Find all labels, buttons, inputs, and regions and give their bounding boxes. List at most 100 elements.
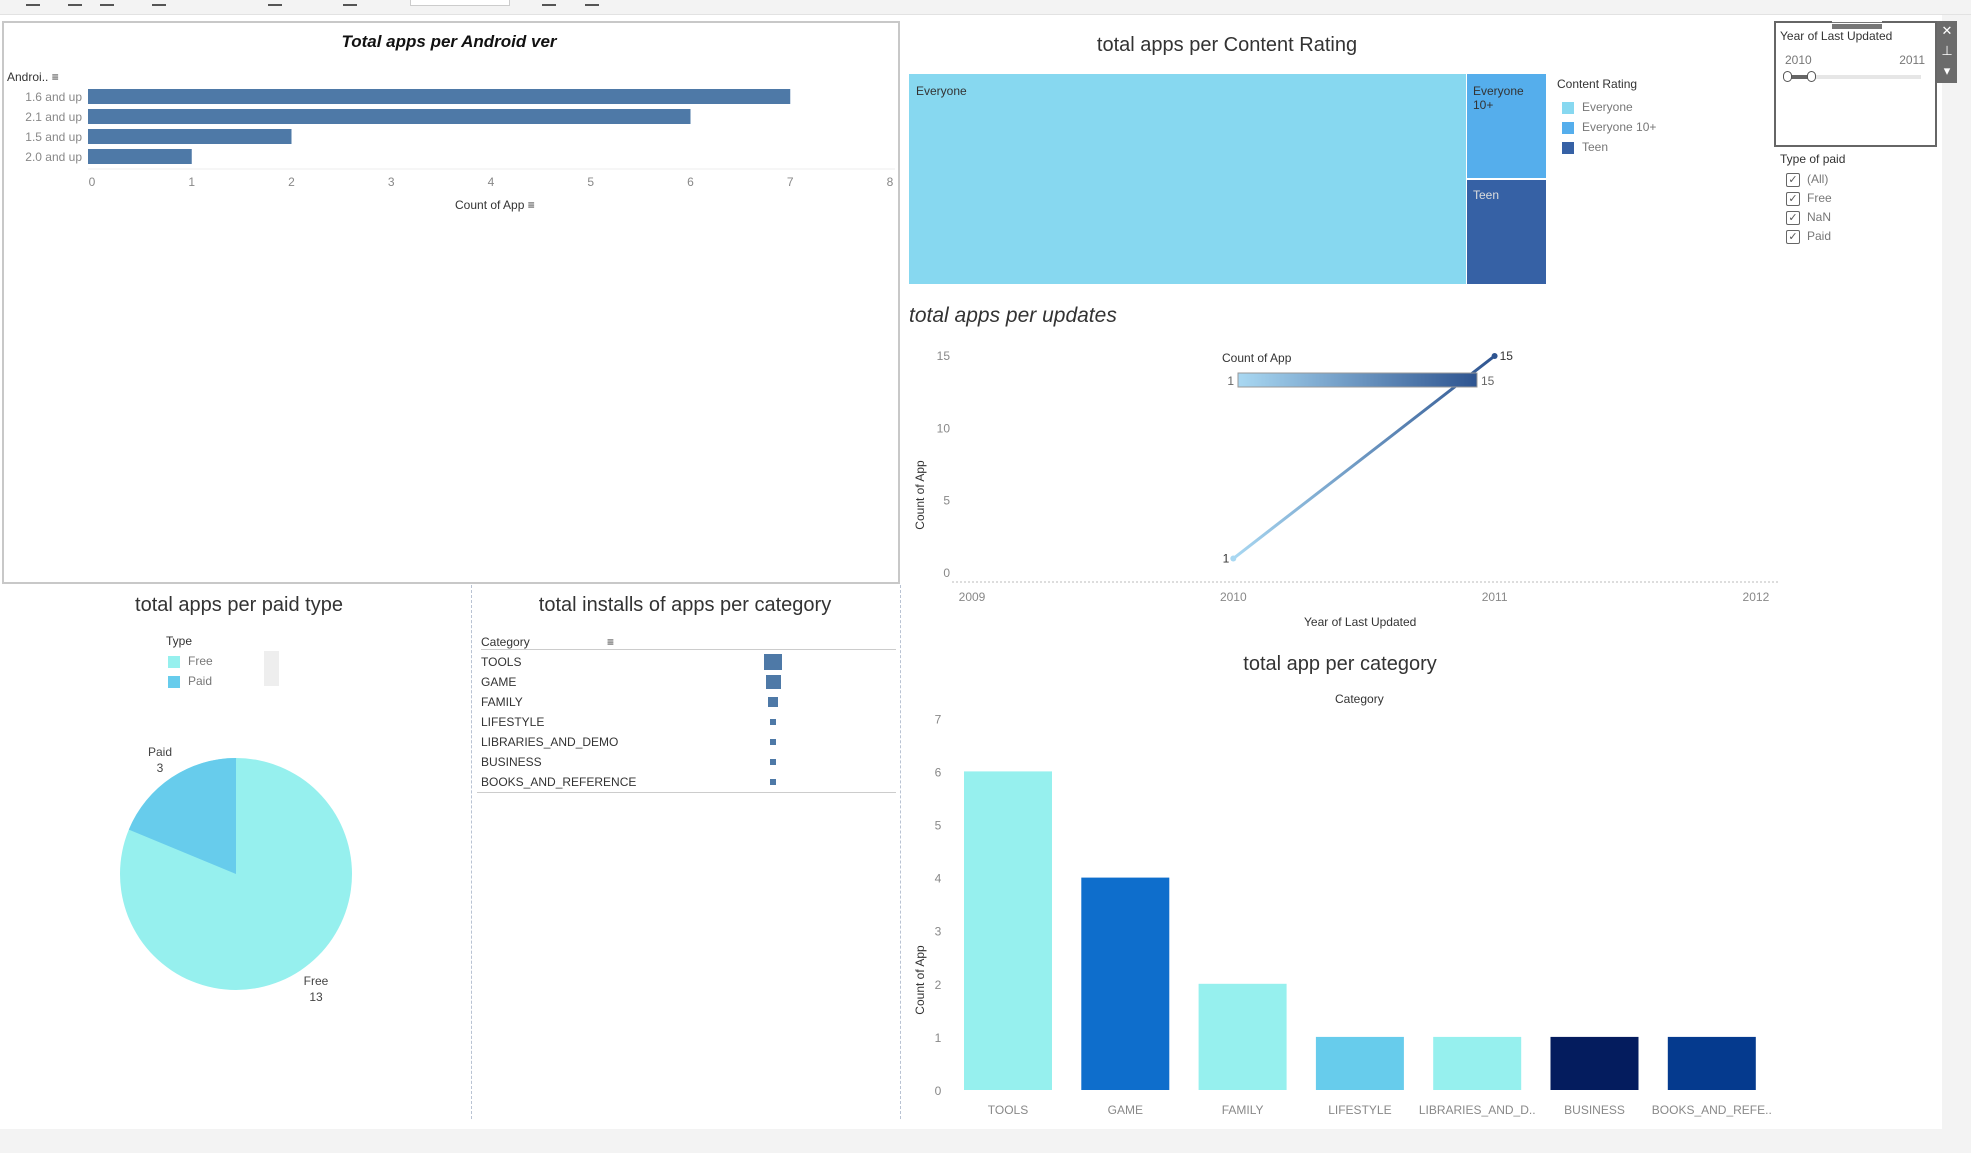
category-bar-chart: 0 1 2 3 4 5 6 7 Count of App TOOLS GAME FAMILY LIFES… (913, 712, 1772, 1117)
category-tick-label: BOOKS_AND_REFE.. (1652, 1103, 1772, 1117)
sort-icon[interactable]: ≡ (51, 70, 59, 84)
data-point[interactable] (1230, 555, 1237, 562)
category-bar[interactable] (1081, 877, 1170, 1090)
legend-item-free[interactable]: Free (168, 654, 213, 668)
category-label: BUSINESS (481, 755, 542, 769)
swap-icon[interactable] (152, 0, 166, 6)
installs-chart-title: total installs of apps per category (538, 594, 832, 616)
option-label: Free (1807, 191, 1832, 205)
paid-filter-list: ✓ (All) ✓ Free ✓ NaN ✓ Paid (1786, 172, 1832, 248)
treemap-teen[interactable]: Teen (1467, 180, 1546, 284)
treemap-everyone[interactable]: Everyone (909, 74, 1466, 284)
installs-mark (770, 739, 776, 745)
toolbar (0, 0, 1971, 15)
y-tick-label: 5 (943, 494, 950, 508)
paid-filter-title: Type of paid (1780, 152, 1846, 166)
paid-filter-option[interactable]: ✓ NaN (1786, 210, 1832, 229)
point-label: 15 (1500, 349, 1514, 363)
legend-item-teen[interactable]: Teen (1562, 140, 1608, 154)
legend-item-everyone[interactable]: Everyone (1562, 100, 1633, 114)
checkbox[interactable]: ✓ (1786, 172, 1800, 187)
treemap-everyone-10[interactable]: Everyone 10+ (1467, 74, 1546, 178)
table-row[interactable]: TOOLS (477, 652, 896, 672)
show-cards-icon[interactable] (542, 0, 556, 6)
category-label: BOOKS_AND_REFERENCE (481, 775, 637, 789)
android-bar[interactable] (88, 149, 192, 164)
y-tick-label: 15 (937, 349, 951, 363)
android-bar[interactable] (88, 129, 292, 144)
category-bar[interactable] (1198, 983, 1287, 1090)
legend-scrollbar[interactable] (264, 651, 279, 686)
y-tick-label: 5 (935, 819, 942, 833)
color-legend-bar (1237, 372, 1478, 388)
dropdown-icon[interactable]: ▾ (1943, 63, 1951, 78)
category-label: LIFESTYLE (481, 715, 545, 729)
data-point[interactable] (1491, 352, 1498, 359)
color-legend-min: 1 (1227, 374, 1234, 388)
year-slider-track[interactable] (1786, 75, 1921, 79)
y-tick-label: 1 (935, 1031, 942, 1045)
installs-mark (764, 654, 782, 670)
pin-icon[interactable]: ⊥ (1941, 43, 1953, 58)
drag-handle[interactable] (1832, 21, 1882, 29)
x-tick-label: 2012 (1743, 590, 1770, 604)
category-bar[interactable] (1433, 1036, 1522, 1090)
table-row[interactable]: BUSINESS (477, 752, 896, 772)
x-tick-label: 0 (89, 175, 96, 189)
paid-filter-option[interactable]: ✓ Free (1786, 191, 1832, 210)
category-tick-label: BUSINESS (1564, 1103, 1625, 1117)
x-tick-label: 2011 (1482, 590, 1508, 604)
legend-item-everyone-10[interactable]: Everyone 10+ (1562, 120, 1656, 134)
fit-dropdown[interactable] (410, 0, 510, 6)
category-bar[interactable] (964, 771, 1052, 1090)
android-x-label: Count of App ≡ (455, 198, 535, 212)
new-sheet-icon[interactable] (26, 0, 40, 6)
pie-label-paid-value: 3 (157, 761, 164, 775)
clear-sheet-icon[interactable] (100, 0, 114, 6)
installs-table: TOOLS GAME FAMILY LIFESTYLE LIBRARIES_AND_DE… (477, 652, 896, 793)
sort-icon[interactable]: ≡ (527, 198, 535, 212)
option-label: NaN (1807, 210, 1832, 224)
presentation-icon[interactable] (585, 0, 599, 6)
legend-item-paid[interactable]: Paid (168, 674, 212, 688)
x-tick-label: 6 (687, 175, 694, 189)
android-axis-header[interactable]: Androi.. ≡ (7, 70, 59, 84)
checkbox[interactable]: ✓ (1786, 210, 1800, 225)
paid-chart-title: total apps per paid type (135, 594, 343, 616)
x-tick-label: 2 (288, 175, 295, 189)
year-slider-max-handle[interactable] (1807, 71, 1816, 82)
checkbox[interactable]: ✓ (1786, 191, 1800, 206)
x-tick-label: 1 (188, 175, 195, 189)
label-icon[interactable] (343, 0, 357, 6)
color-legend-title: Count of App (1222, 351, 1292, 365)
updates-chart-title: total apps per updates (909, 304, 1117, 327)
table-row[interactable]: BOOKS_AND_REFERENCE (477, 772, 896, 792)
year-filter-card: Year of Last Updated 2010 2011 (1774, 21, 1937, 147)
paid-filter-option[interactable]: ✓ (All) (1786, 172, 1832, 191)
table-row[interactable]: FAMILY (477, 692, 896, 712)
android-chart-title: Total apps per Android ver (341, 32, 557, 51)
installs-mark (765, 675, 781, 689)
sort-icon[interactable]: ≡ (607, 635, 615, 649)
y-tick-label: 0 (935, 1084, 942, 1098)
paid-filter-option[interactable]: ✓ Paid (1786, 229, 1832, 248)
duplicate-icon[interactable] (68, 0, 82, 6)
year-slider-min-handle[interactable] (1783, 71, 1792, 82)
category-bar[interactable] (1315, 1036, 1404, 1090)
android-category-label: 1.6 and up (25, 90, 82, 104)
content-rating-title: total apps per Content Rating (1096, 34, 1358, 56)
close-icon[interactable]: ✕ (1941, 23, 1953, 38)
table-row[interactable]: LIFESTYLE (477, 712, 896, 732)
android-bar[interactable] (88, 109, 691, 124)
y-tick-label: 0 (943, 566, 950, 580)
y-tick-label: 10 (937, 421, 951, 435)
category-bar[interactable] (1667, 1036, 1756, 1090)
installs-panel (471, 585, 901, 1119)
highlight-icon[interactable] (268, 0, 282, 6)
table-row[interactable]: GAME (477, 672, 896, 692)
year-max-value: 2011 (1899, 53, 1925, 67)
checkbox[interactable]: ✓ (1786, 229, 1800, 244)
android-bar[interactable] (88, 89, 791, 104)
table-row[interactable]: LIBRARIES_AND_DEMO (477, 732, 896, 752)
category-bar[interactable] (1550, 1036, 1639, 1090)
